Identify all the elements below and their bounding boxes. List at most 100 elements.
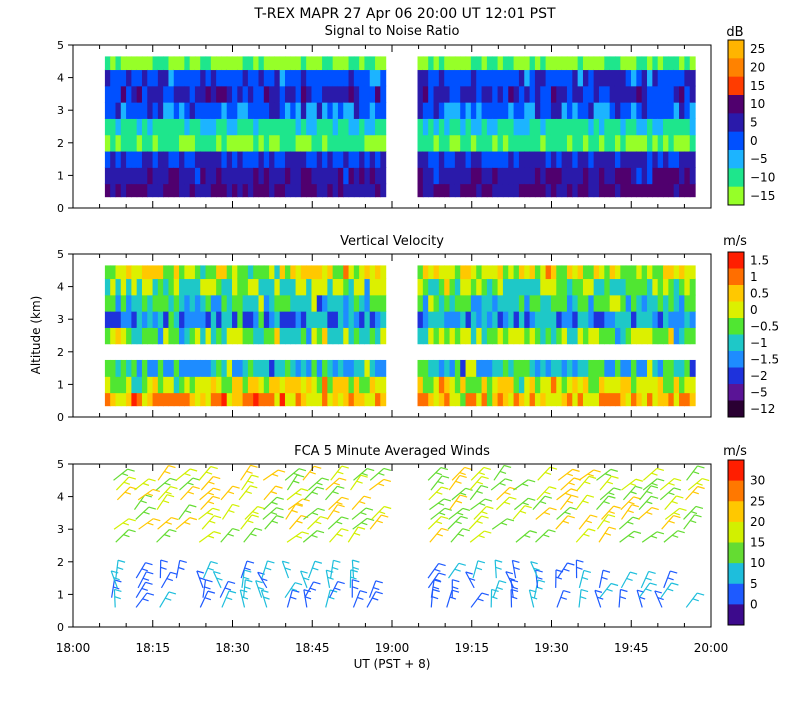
heatmap-cell (620, 327, 626, 344)
heatmap-cell (466, 360, 472, 377)
wind-barb-flag (290, 597, 296, 599)
heatmap-cell (610, 184, 616, 198)
heatmap-cell (364, 86, 370, 103)
heatmap-cell (190, 393, 196, 407)
heatmap-cell (434, 393, 440, 407)
wind-barb-flag (455, 569, 461, 571)
heatmap-cell (583, 376, 589, 393)
wind-barb-flag (333, 492, 339, 494)
heatmap-cell (115, 86, 121, 103)
heatmap-cell (540, 360, 546, 377)
heatmap-cell (444, 278, 450, 295)
heatmap-cell (153, 151, 159, 168)
heatmap-cell (375, 135, 381, 152)
heatmap-cell (322, 69, 328, 86)
heatmap-cell (343, 135, 349, 152)
heatmap-cell (338, 167, 344, 184)
heatmap-cell (280, 69, 286, 86)
heatmap-cell (158, 69, 164, 86)
wind-barb-flag (245, 568, 251, 570)
heatmap-cell (508, 151, 514, 168)
heatmap-cell (588, 86, 594, 103)
heatmap-cell (200, 265, 206, 279)
heatmap-cell (195, 56, 201, 70)
heatmap-cell (482, 295, 488, 312)
heatmap-cell (221, 327, 227, 344)
heatmap-cell (142, 184, 148, 198)
wind-barb-flag (669, 521, 675, 523)
heatmap-cell (567, 393, 573, 407)
heatmap-cell (418, 376, 424, 393)
heatmap-cell (174, 86, 180, 103)
heatmap-cell (232, 167, 238, 184)
heatmap-cell (142, 167, 148, 184)
wind-barb-flag (245, 587, 251, 589)
heatmap-cell (684, 69, 690, 86)
heatmap-cell (642, 69, 648, 86)
heatmap-cell (131, 102, 137, 119)
heatmap-cell (380, 86, 386, 103)
heatmap-cell (343, 360, 349, 377)
heatmap-cell (142, 278, 148, 295)
heatmap-cell (338, 135, 344, 152)
heatmap-cell (174, 393, 180, 407)
heatmap-cell (674, 393, 680, 407)
heatmap-cell (540, 86, 546, 103)
heatmap-cell (626, 135, 632, 152)
heatmap-cell (418, 151, 424, 168)
heatmap-cell (668, 311, 674, 328)
heatmap-cell (690, 278, 696, 295)
heatmap-cell (428, 393, 434, 407)
heatmap-cell (338, 376, 344, 393)
heatmap-cell (524, 184, 530, 198)
heatmap-cell (354, 151, 360, 168)
wind-barb-shaft (493, 581, 499, 598)
heatmap-cell (615, 167, 621, 184)
heatmap-cell (243, 295, 249, 312)
heatmap-cell (211, 295, 217, 312)
wind-barb-flag (504, 492, 510, 494)
heatmap-cell (519, 102, 525, 119)
snr-units: dB (726, 25, 743, 40)
heatmap-cell (562, 86, 568, 103)
heatmap-cell (354, 69, 360, 86)
heatmap-cell (311, 278, 317, 295)
heatmap-cell (163, 360, 169, 377)
heatmap-cell (243, 327, 249, 344)
heatmap-cell (439, 311, 445, 328)
heatmap-cell (519, 265, 525, 279)
heatmap-cell (578, 167, 584, 184)
heatmap-cell (594, 86, 600, 103)
heatmap-cell (359, 184, 365, 198)
heatmap-cell (604, 102, 610, 119)
heatmap-cell (418, 184, 424, 198)
heatmap-cell (594, 102, 600, 119)
heatmap-cell (551, 265, 557, 279)
heatmap-cell (535, 278, 541, 295)
heatmap-cell (190, 167, 196, 184)
x-tick-label: 19:00 (375, 641, 410, 655)
heatmap-cell (668, 167, 674, 184)
heatmap-cell (311, 135, 317, 152)
heatmap-cell (153, 393, 159, 407)
heatmap-cell (626, 265, 632, 279)
heatmap-cell (663, 295, 669, 312)
heatmap-cell (349, 86, 355, 103)
heatmap-cell (674, 56, 680, 70)
heatmap-cell (269, 265, 275, 279)
heatmap-cell (280, 184, 286, 198)
heatmap-cell (583, 295, 589, 312)
colorbar-label: 5 (750, 577, 758, 591)
heatmap-cell (492, 118, 498, 135)
heatmap-cell (540, 311, 546, 328)
heatmap-cell (460, 151, 466, 168)
wind-barb-flag (456, 481, 462, 483)
wind-barb-shaft (494, 465, 504, 480)
wind-barb-flag (540, 502, 546, 504)
heatmap-cell (684, 135, 690, 152)
heatmap-cell (195, 102, 201, 119)
wind-barb-shaft (157, 495, 167, 510)
heatmap-cell (195, 311, 201, 328)
heatmap-cell (174, 151, 180, 168)
heatmap-cell (514, 278, 520, 295)
